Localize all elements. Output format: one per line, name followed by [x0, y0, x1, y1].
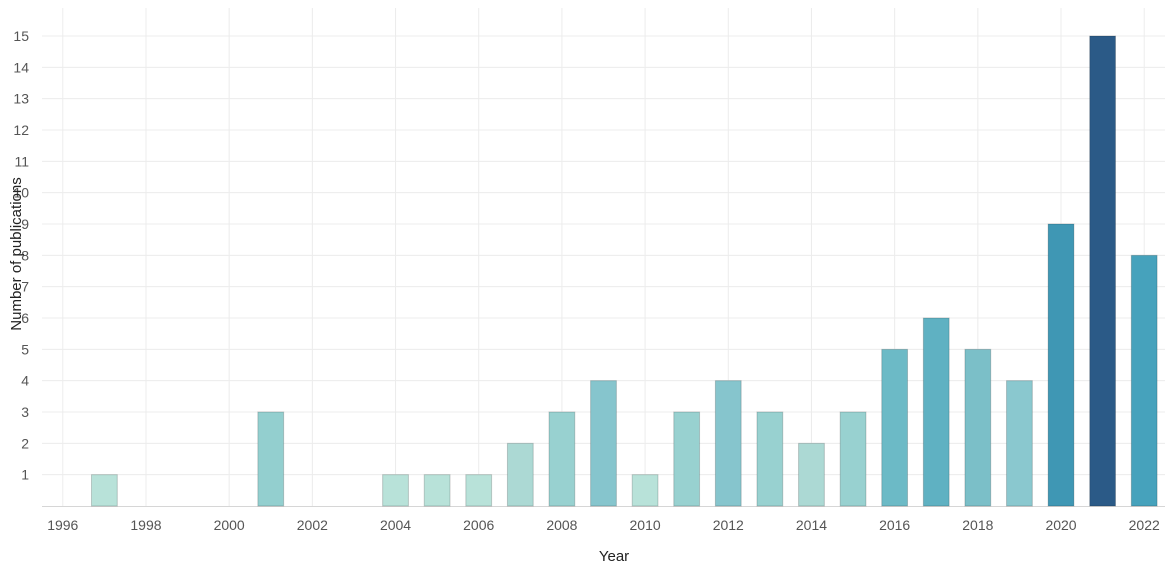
y-tick-label: 5 [21, 341, 29, 357]
x-tick-label: 2004 [380, 517, 411, 533]
x-tick-label: 2018 [962, 517, 993, 533]
bar-2019 [1006, 380, 1033, 507]
bar-2020 [1047, 223, 1075, 507]
bar-2021 [1089, 35, 1117, 507]
grid-lines [42, 8, 1165, 507]
x-tick-label: 2016 [879, 517, 910, 533]
bar-2017 [922, 317, 950, 507]
y-tick-label: 2 [21, 435, 29, 451]
y-tick-label: 8 [21, 247, 29, 263]
x-tick-label: 2022 [1129, 517, 1160, 533]
bar-2007 [506, 442, 534, 507]
y-tick-label: 15 [13, 28, 29, 44]
bar-2008 [548, 411, 576, 507]
x-tick-label: 2000 [214, 517, 245, 533]
bar-2004 [382, 474, 409, 507]
y-tick-label: 14 [13, 59, 29, 75]
bar-2010 [631, 474, 659, 507]
x-axis-ticks: 1996 1998 2000 2002 2004 2006 2008 2010 2012 2014… [47, 517, 1160, 533]
y-tick-label: 13 [13, 91, 29, 107]
y-tick-label: 10 [13, 185, 29, 201]
bar-2014 [798, 442, 825, 507]
y-axis-title: Number of publications [8, 177, 25, 330]
x-tick-label: 2006 [463, 517, 494, 533]
bar-2011 [673, 411, 701, 507]
y-tick-label: 9 [21, 216, 29, 232]
x-tick-label: 2010 [630, 517, 661, 533]
x-tick-label: 2012 [713, 517, 744, 533]
y-tick-label: 12 [13, 122, 29, 138]
x-tick-label: 1998 [130, 517, 161, 533]
y-tick-label: 11 [14, 153, 29, 169]
bar-2001 [257, 411, 285, 507]
x-tick-label: 2020 [1045, 517, 1076, 533]
y-tick-label: 6 [21, 310, 29, 326]
bar-2022 [1130, 254, 1158, 507]
x-axis-title: Year [599, 548, 629, 565]
x-tick-label: 2008 [546, 517, 577, 533]
x-tick-label: 1996 [47, 517, 78, 533]
bar-1997 [90, 474, 118, 507]
x-tick-label: 2002 [297, 517, 328, 533]
bar-2012 [714, 380, 742, 507]
y-tick-label: 3 [21, 404, 29, 420]
bar-2009 [590, 380, 617, 507]
bar-2005 [423, 474, 451, 507]
x-tick-label: 2014 [796, 517, 827, 533]
bar-2013 [756, 411, 784, 507]
bar-2006 [465, 474, 493, 507]
bar-2015 [839, 411, 867, 507]
bar-2018 [964, 348, 992, 507]
bar-2016 [881, 348, 909, 507]
y-tick-label: 1 [21, 467, 29, 483]
bars [90, 35, 1158, 507]
y-tick-label: 4 [21, 373, 29, 389]
y-tick-label: 7 [21, 279, 29, 295]
